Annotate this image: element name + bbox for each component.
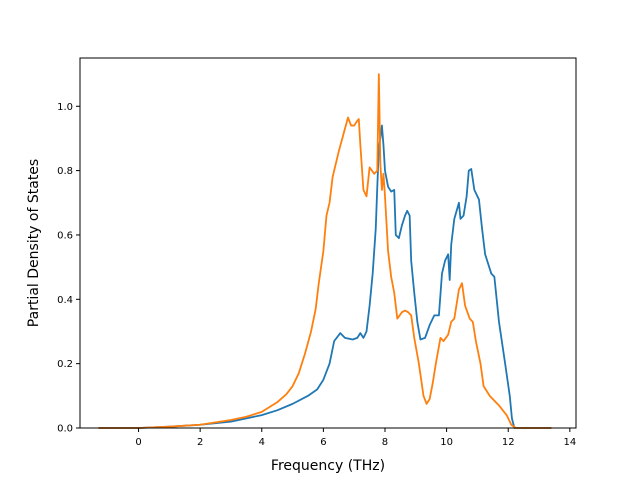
y-tick-label: 0.0 — [57, 424, 73, 435]
x-axis-label: Frequency (THz) — [271, 458, 385, 474]
y-tick-label: 0.2 — [57, 359, 73, 370]
y-tick-label: 1.0 — [57, 102, 73, 113]
x-tick-label: 8 — [382, 437, 388, 448]
x-axis-ticks: 0 2 4 6 8 10 12 14 — [135, 428, 576, 448]
x-tick-label: 0 — [135, 437, 141, 448]
x-tick-label: 6 — [320, 437, 326, 448]
series-line-1 — [98, 124, 552, 429]
x-tick-label: 12 — [502, 437, 515, 448]
x-tick-label: 2 — [197, 437, 203, 448]
series-layer — [98, 73, 552, 429]
x-tick-label: 14 — [563, 437, 576, 448]
y-tick-label: 0.8 — [57, 166, 73, 177]
y-axis-ticks: 0.0 0.2 0.4 0.6 0.8 1.0 — [57, 102, 80, 435]
y-axis-label: Partial Density of States — [26, 159, 42, 327]
plot-area-frame — [79, 57, 577, 429]
series-line-2 — [98, 73, 552, 429]
y-tick-label: 0.6 — [57, 230, 73, 241]
y-tick-label: 0.4 — [57, 295, 73, 306]
x-tick-label: 10 — [440, 437, 453, 448]
x-tick-label: 4 — [259, 437, 265, 448]
